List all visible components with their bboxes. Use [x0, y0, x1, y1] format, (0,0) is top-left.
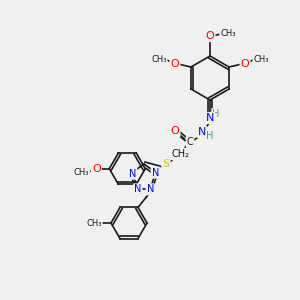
Text: N: N — [206, 113, 214, 123]
Text: N: N — [198, 127, 206, 137]
Text: H: H — [212, 109, 220, 119]
Text: N: N — [129, 169, 136, 179]
Text: CH₃: CH₃ — [86, 218, 102, 227]
Text: CH₂: CH₂ — [171, 149, 189, 159]
Text: O: O — [171, 59, 179, 69]
Text: CH₃: CH₃ — [220, 29, 236, 38]
Text: O: O — [92, 164, 101, 174]
Text: N: N — [134, 184, 142, 194]
Text: C: C — [187, 137, 194, 147]
Text: S: S — [162, 159, 169, 169]
Text: CH₃: CH₃ — [253, 55, 269, 64]
Text: CH₃: CH₃ — [151, 55, 167, 64]
Text: O: O — [171, 126, 179, 136]
Text: N: N — [152, 168, 159, 178]
Text: CH₃: CH₃ — [74, 168, 89, 177]
Text: O: O — [206, 31, 214, 41]
Text: O: O — [241, 59, 249, 69]
Text: H: H — [206, 131, 214, 141]
Text: N: N — [146, 184, 154, 194]
